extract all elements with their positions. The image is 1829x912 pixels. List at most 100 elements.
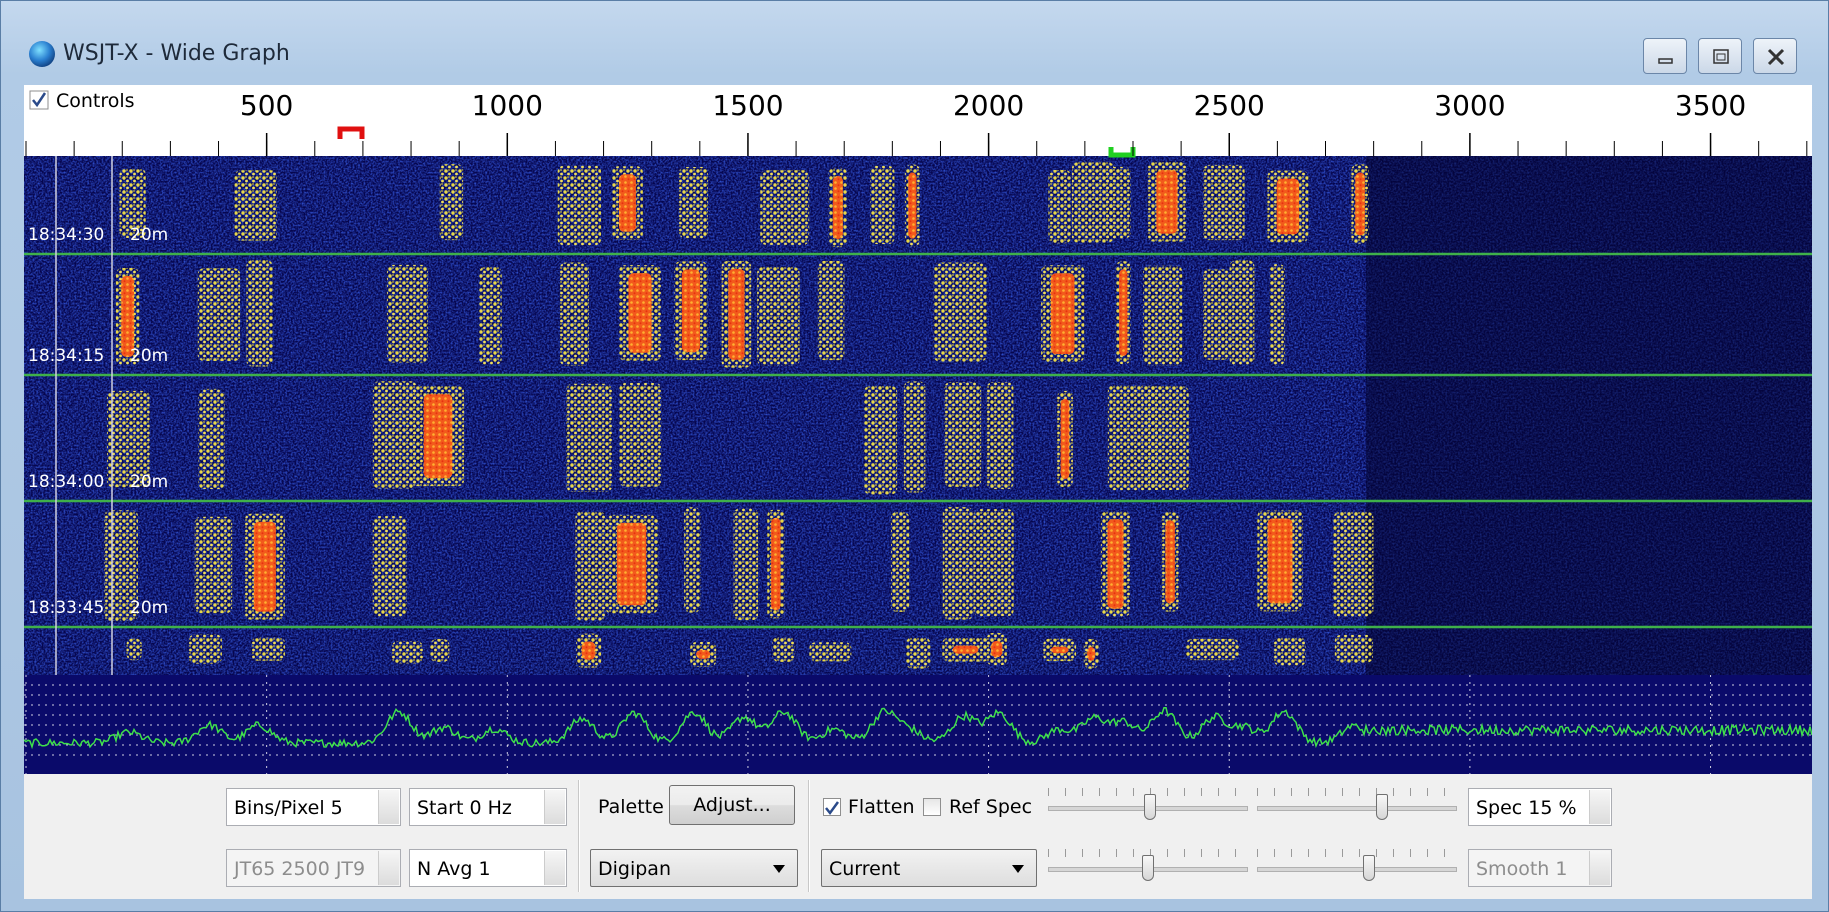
signal-trace xyxy=(870,166,894,244)
palette-label: Palette xyxy=(598,796,664,818)
band-label: 20m xyxy=(130,225,168,245)
palette-combo[interactable]: Digipan xyxy=(590,849,798,887)
signal-trace xyxy=(1270,264,1285,365)
signal-trace xyxy=(235,170,277,240)
signal-trace xyxy=(906,637,930,668)
frequency-label: 3500 xyxy=(1675,89,1746,122)
signal-trace xyxy=(818,261,845,360)
signal-trace xyxy=(1274,637,1306,666)
signal-core xyxy=(1087,647,1095,661)
adjust-button[interactable]: Adjust... xyxy=(669,785,795,825)
signal-trace xyxy=(252,637,285,661)
combo-arrow xyxy=(1012,865,1024,873)
band-label: 20m xyxy=(130,346,168,366)
spec-gain-slider[interactable] xyxy=(1048,849,1248,889)
control-panel: Bins/Pixel 5 Start 0 Hz JT65 2500 JT9 N … xyxy=(24,774,1812,899)
app-icon xyxy=(29,41,55,67)
signal-trace xyxy=(734,509,759,621)
signal-trace xyxy=(891,512,909,612)
signal-trace xyxy=(974,509,1014,616)
bins-pixel-spinbox[interactable]: Bins/Pixel 5 xyxy=(226,788,401,826)
signal-core xyxy=(1051,273,1075,354)
gain-slider[interactable] xyxy=(1048,788,1248,828)
n-avg-text: N Avg 1 xyxy=(417,858,491,880)
spectrum-text: Current xyxy=(829,858,900,880)
maximize-button[interactable] xyxy=(1698,38,1742,74)
start-text: Start 0 Hz xyxy=(417,797,512,819)
signal-trace xyxy=(558,166,601,246)
signal-trace xyxy=(1147,386,1188,490)
signal-core xyxy=(953,646,979,654)
signal-core xyxy=(1165,520,1174,603)
title-bar: WSJT-X - Wide Graph xyxy=(1,1,1829,85)
flatten-checkbox[interactable] xyxy=(823,798,841,816)
zero-slider[interactable] xyxy=(1257,788,1457,828)
controls-label: Controls xyxy=(56,90,135,112)
spin-arrows xyxy=(378,790,399,824)
signal-trace xyxy=(246,260,272,366)
combo-arrow xyxy=(773,865,785,873)
timestamp: 18:34:00 xyxy=(28,472,104,492)
signal-trace xyxy=(560,262,589,365)
signal-core xyxy=(121,276,134,357)
frequency-label: 2000 xyxy=(953,89,1024,122)
signal-core xyxy=(771,518,780,611)
spin-arrows xyxy=(378,851,399,885)
signal-core xyxy=(628,273,651,353)
band-label: 20m xyxy=(130,598,168,618)
timestamp: 18:34:15 xyxy=(28,346,104,366)
signal-trace xyxy=(440,164,463,240)
ref-spec-checkbox[interactable] xyxy=(923,798,941,816)
signal-core xyxy=(682,269,700,352)
signal-trace xyxy=(944,382,981,487)
signal-core xyxy=(424,394,453,478)
timestamp: 18:34:30 xyxy=(28,225,104,245)
n-avg-spinbox[interactable]: N Avg 1 xyxy=(409,849,567,887)
frequency-label: 1000 xyxy=(472,89,543,122)
close-button[interactable] xyxy=(1753,38,1797,74)
signal-core xyxy=(254,522,276,612)
signal-core xyxy=(1061,399,1070,479)
signal-core xyxy=(1355,172,1365,235)
signal-trace xyxy=(392,641,423,663)
signal-trace xyxy=(1203,269,1230,359)
minimize-button[interactable] xyxy=(1643,38,1687,74)
waterfall-dark-region xyxy=(1366,156,1812,675)
frequency-label: 1500 xyxy=(712,89,783,122)
flatten-label: Flatten xyxy=(848,796,914,818)
spin-arrows xyxy=(544,851,565,885)
start-spinbox[interactable]: Start 0 Hz xyxy=(409,788,567,826)
signal-core xyxy=(619,174,636,232)
signal-core xyxy=(617,523,646,605)
bins-pixel-text: Bins/Pixel 5 xyxy=(234,797,343,819)
signal-core xyxy=(1277,179,1300,235)
signal-trace xyxy=(198,389,224,489)
signal-trace xyxy=(772,637,794,662)
frequency-label: 2500 xyxy=(1194,89,1265,122)
signal-trace xyxy=(679,167,708,238)
signal-trace xyxy=(373,381,417,488)
signal-core xyxy=(696,650,710,659)
spec-zero-slider[interactable] xyxy=(1257,849,1457,889)
signal-core xyxy=(833,176,843,239)
smooth-text: Smooth 1 xyxy=(1476,858,1567,880)
ref-spec-label: Ref Spec xyxy=(949,796,1032,818)
mode-spinbox: JT65 2500 JT9 xyxy=(226,849,401,887)
spectrum-combo[interactable]: Current xyxy=(821,849,1037,887)
signal-core xyxy=(582,642,596,660)
window: WSJT-X - Wide Graph Controls xyxy=(0,0,1829,912)
signal-trace xyxy=(1143,266,1182,366)
band-label: 20m xyxy=(130,472,168,492)
signal-trace xyxy=(1230,260,1255,365)
signal-trace xyxy=(566,384,612,492)
signal-core xyxy=(991,641,1002,657)
timestamp: 18:33:45 xyxy=(28,598,104,618)
signal-trace xyxy=(430,639,449,662)
spec-spinbox[interactable]: Spec 15 % xyxy=(1468,788,1612,826)
frequency-label: 500 xyxy=(240,89,293,122)
signal-trace xyxy=(760,170,809,245)
spin-arrows xyxy=(1589,790,1610,824)
signal-core xyxy=(728,269,744,360)
spec-text: Spec 15 % xyxy=(1476,797,1577,819)
